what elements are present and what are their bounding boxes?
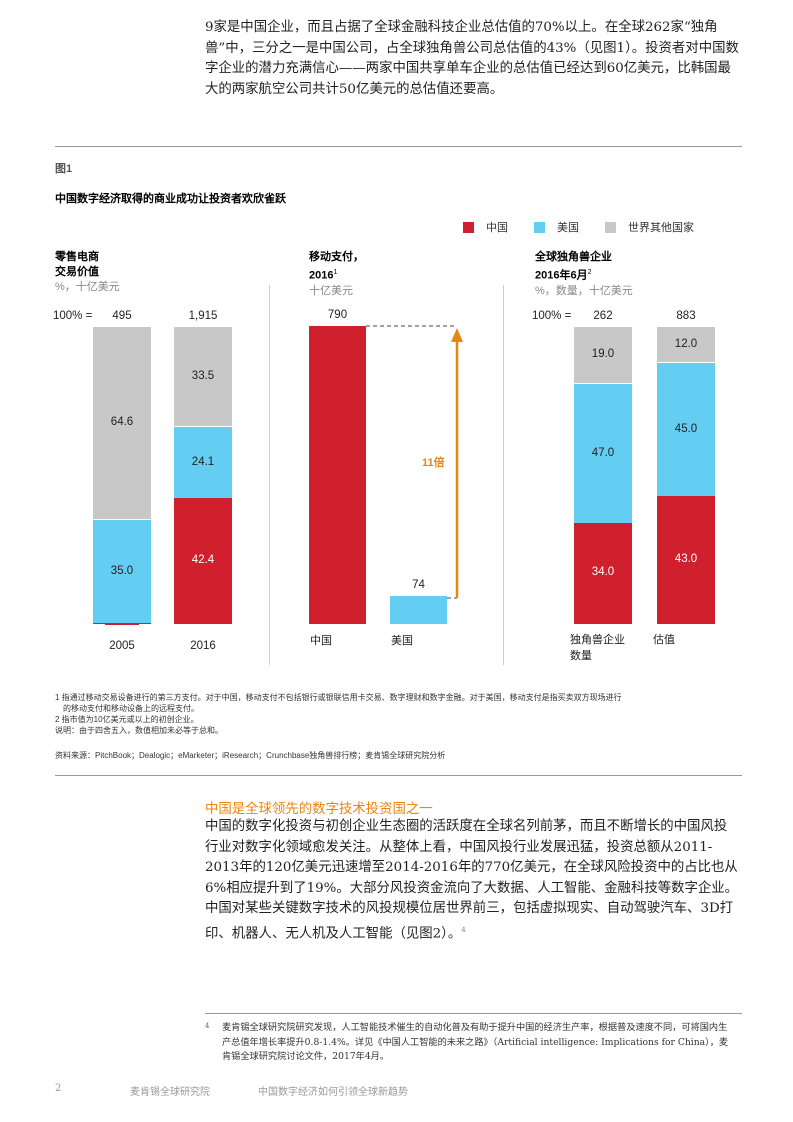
panel-divider <box>503 285 504 665</box>
footnote-text: 麦肯锡全球研究院研究发现，人工智能技术催生的自动化普及有助于提升中国的经济生产率… <box>222 1022 729 1062</box>
category-label: 2005 <box>109 640 135 652</box>
bar-value-label: 24.1 <box>191 455 215 468</box>
section-body-text: 中国的数字化投资与初创企业生态圈的活跃度在全球名列前茅，而且不断增长的中国风投行… <box>205 819 739 942</box>
bar-segment-rest: 19.0 <box>574 326 632 383</box>
footer-publisher: 麦肯锡全球研究院 <box>130 1087 210 1098</box>
divider <box>55 146 742 147</box>
footnote-ref: 1 <box>333 269 338 276</box>
section-heading: 中国是全球领先的数字技术投资国之一 <box>205 802 433 817</box>
bar-segment-china: 42.4 <box>174 497 232 624</box>
panel-title: 2016年6月 <box>535 269 588 282</box>
bar-value-label: 45.0 <box>674 422 698 435</box>
bar-value-label: 35.0 <box>110 564 134 577</box>
intro-paragraph: 9家是中国企业，而且占据了全球金融科技企业总估值的70%以上。在全球262家“独… <box>205 20 739 97</box>
panel-unit: %，十亿美元 <box>55 281 120 293</box>
bar-value-label: 33.5 <box>191 369 215 382</box>
bar-total-label: 495 <box>112 310 132 322</box>
bar-total-label: 883 <box>676 310 696 322</box>
legend-swatch <box>605 221 616 233</box>
bar-segment-us: 47.0 <box>574 382 632 523</box>
panel-title: 移动支付， <box>309 251 364 263</box>
legend-label: 美国 <box>557 222 579 234</box>
legend-label: 中国 <box>486 222 508 234</box>
panel-title: 交易价值 <box>55 266 99 278</box>
legend-swatch <box>463 221 474 233</box>
bar-segment-china: 43.0 <box>657 495 715 624</box>
legend-china: 中国 <box>463 219 508 235</box>
bar-total-label: 1,915 <box>188 310 218 322</box>
panel-title: 2016 <box>309 269 334 282</box>
legend-rest-of-world: 世界其他国家 <box>605 219 694 235</box>
footnote-ref: 2 <box>587 269 592 276</box>
panel-divider <box>269 285 270 665</box>
page-number: 2 <box>55 1083 62 1094</box>
bar-segment-us: 35.0 <box>93 518 151 623</box>
legend-label: 世界其他国家 <box>628 222 694 234</box>
divider <box>55 775 742 776</box>
bar-segment-us: 45.0 <box>657 361 715 496</box>
growth-annotation: 11倍 <box>422 457 445 469</box>
category-label: 中国 <box>310 634 332 647</box>
footnote-mark: 4 <box>205 1022 210 1030</box>
category-label: 独角兽企业数量 <box>570 633 625 662</box>
bar-china <box>309 326 366 624</box>
note-1: 1 指通过移动交易设备进行的第三方支付。对于中国，移动支付不包括银行或银联信用卡… <box>55 693 622 702</box>
bar-segment-us: 24.1 <box>174 425 232 498</box>
panel-header-unicorns: 全球独角兽企业 2016年6月2 %，数量，十亿美元 <box>535 250 633 299</box>
figure-label: 图1 <box>55 163 73 175</box>
bar-value-label: 42.4 <box>191 553 215 566</box>
panel-title: 全球独角兽企业 <box>535 251 612 263</box>
bar-value-label: 64.6 <box>110 416 134 429</box>
bar-value-label: 47.0 <box>591 446 615 459</box>
panel-unit: %，数量，十亿美元 <box>535 284 633 297</box>
bar-value-label: 790 <box>327 309 348 321</box>
footnote-divider <box>205 1013 742 1014</box>
panel-header-ecommerce: 零售电商 交易价值 %，十亿美元 <box>55 250 120 295</box>
bar-value-label: 74 <box>412 579 425 592</box>
category-label: 估值 <box>653 633 675 646</box>
bar-segment-rest: 33.5 <box>174 326 232 426</box>
arrow-head-icon <box>451 328 463 342</box>
panel-unit: 十亿美元 <box>309 284 353 297</box>
note-1-cont: 的移动支付和移动设备上的远程支付。 <box>63 704 199 713</box>
bar-value-label: 43.0 <box>674 552 698 565</box>
figure-notes: 1 指通过移动交易设备进行的第三方支付。对于中国，移动支付不包括银行或银联信用卡… <box>55 692 745 761</box>
category-label: 美国 <box>391 634 413 647</box>
figure-title: 中国数字经济取得的商业成功让投资者欢欣雀跃 <box>55 193 286 205</box>
growth-arrow <box>366 325 463 599</box>
bar-us <box>390 596 447 624</box>
footnote-ref: 4 <box>461 925 466 934</box>
legend: 中国 美国 世界其他国家 <box>463 219 694 235</box>
bar-segment-rest: 64.6 <box>93 326 151 519</box>
legend-swatch <box>534 221 545 233</box>
bar-total-label: 262 <box>593 310 613 322</box>
footer-doc-title: 中国数字经济如何引领全球新趋势 <box>258 1087 408 1098</box>
total-prefix: 100% = <box>53 310 93 322</box>
source-note: 资料来源：PitchBook；Dealogic；eMarketer；iResea… <box>55 751 446 760</box>
note-3: 说明：由于四舍五入，数值相加未必等于总和。 <box>55 726 223 735</box>
total-prefix: 100% = <box>532 310 572 322</box>
legend-us: 美国 <box>534 219 579 235</box>
bar-segment-china: 34.0 <box>574 522 632 624</box>
bar-value-label: 34.0 <box>591 566 615 579</box>
bar-value-label: 19.0 <box>591 348 615 361</box>
panel-header-mobile-payment: 移动支付， 20161 十亿美元 <box>309 250 364 299</box>
bar-segment-rest: 12.0 <box>657 326 715 362</box>
section-body: 中国的数字化投资与初创企业生态圈的活跃度在全球名列前茅，而且不断增长的中国风投行… <box>205 817 740 945</box>
note-2: 2 指市值为10亿美元或以上的初创企业。 <box>55 715 199 724</box>
category-label: 2016 <box>190 640 216 652</box>
bar-value-label: 12.0 <box>674 337 698 350</box>
panel-title: 零售电商 <box>55 251 99 263</box>
